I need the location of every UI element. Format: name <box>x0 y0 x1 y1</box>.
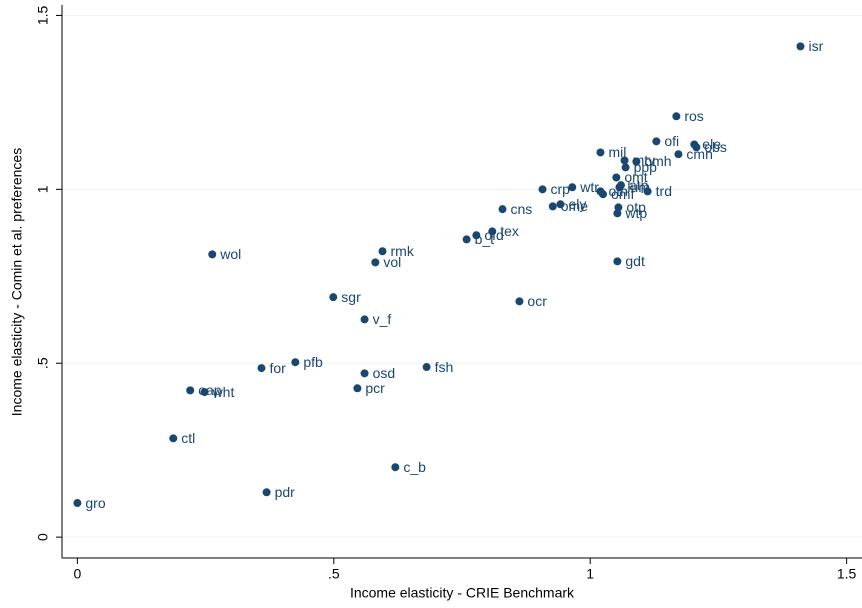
point <box>672 112 681 121</box>
point <box>515 297 524 306</box>
y-tick-label: 1.5 <box>35 5 51 25</box>
y-tick-label: 1 <box>35 185 51 193</box>
point-label: ros <box>684 108 703 124</box>
point-label: osd <box>373 365 396 381</box>
point-label: c_b <box>403 459 426 475</box>
point-label: wht <box>212 384 235 400</box>
point <box>169 434 178 443</box>
point-label: ely <box>568 196 586 212</box>
point-label: ome <box>561 198 588 214</box>
point-label: pcr <box>365 380 385 396</box>
point <box>462 235 471 244</box>
point-label: trd <box>656 183 672 199</box>
point <box>353 384 362 393</box>
point <box>612 173 621 182</box>
point-label: for <box>269 360 286 376</box>
point-label: cmn <box>686 146 712 162</box>
x-tick-label: 0 <box>73 566 81 582</box>
point <box>371 258 380 267</box>
point <box>548 202 557 211</box>
point-label: omh <box>644 153 671 169</box>
point <box>674 150 683 159</box>
point-label: ofd <box>484 227 503 243</box>
point <box>488 227 497 236</box>
point <box>472 231 481 240</box>
point <box>614 203 623 212</box>
point-label: pfb <box>303 354 323 370</box>
point-label: wtr <box>579 179 599 195</box>
point <box>200 388 209 397</box>
point <box>391 463 400 472</box>
point <box>538 185 547 194</box>
point <box>262 488 271 497</box>
point-label: ofi <box>664 133 679 149</box>
point <box>621 163 630 172</box>
point-label: gro <box>85 495 105 511</box>
point <box>652 137 661 146</box>
point-label: rmk <box>391 243 415 259</box>
y-tick-label: .5 <box>35 357 51 369</box>
point <box>692 143 701 152</box>
x-axis-title: Income elasticity - CRIE Benchmark <box>350 585 575 601</box>
point-label: tex <box>500 223 519 239</box>
point-label: omt <box>624 169 647 185</box>
point-label: isr <box>808 38 823 54</box>
point <box>643 187 652 196</box>
point-label: ocr <box>527 293 547 309</box>
y-axis-title: Income elasticity - Comin et al. prefere… <box>9 148 25 416</box>
x-tick-label: 1.5 <box>837 566 857 582</box>
point <box>208 250 217 259</box>
point <box>556 200 565 209</box>
point <box>613 209 622 218</box>
x-tick-label: .5 <box>328 566 340 582</box>
point <box>498 205 507 214</box>
point <box>378 247 387 256</box>
point-label: pdr <box>275 484 296 500</box>
point <box>360 369 369 378</box>
point <box>620 156 629 165</box>
point-label: obs <box>704 139 727 155</box>
point <box>257 364 266 373</box>
point <box>360 315 369 324</box>
point-label: sgr <box>341 289 361 305</box>
point-label: fsh <box>435 359 454 375</box>
point-label: mil <box>608 144 626 160</box>
point <box>599 190 608 199</box>
point-label: vol <box>383 254 401 270</box>
x-tick-label: 1 <box>586 566 594 582</box>
point <box>291 358 300 367</box>
point <box>422 363 431 372</box>
point-label: wtp <box>624 205 647 221</box>
point <box>613 257 622 266</box>
point-label: gdt <box>625 253 645 269</box>
point-label: crp <box>551 181 571 197</box>
point-label: wol <box>219 246 241 262</box>
point <box>616 181 625 190</box>
point-label: atp <box>629 177 649 193</box>
point-label: v_f <box>373 311 392 327</box>
point <box>329 293 338 302</box>
point <box>568 183 577 192</box>
point-label: omf <box>611 186 634 202</box>
point-label: otp <box>626 199 646 215</box>
point <box>596 148 605 157</box>
point <box>186 386 195 395</box>
point-label: ppp <box>634 159 658 175</box>
point <box>796 42 805 51</box>
point-label: cns <box>511 201 533 217</box>
y-tick-label: 0 <box>35 533 51 541</box>
point <box>73 499 82 508</box>
point-label: ele <box>702 136 721 152</box>
point-label: ctl <box>181 430 195 446</box>
point <box>632 157 641 166</box>
